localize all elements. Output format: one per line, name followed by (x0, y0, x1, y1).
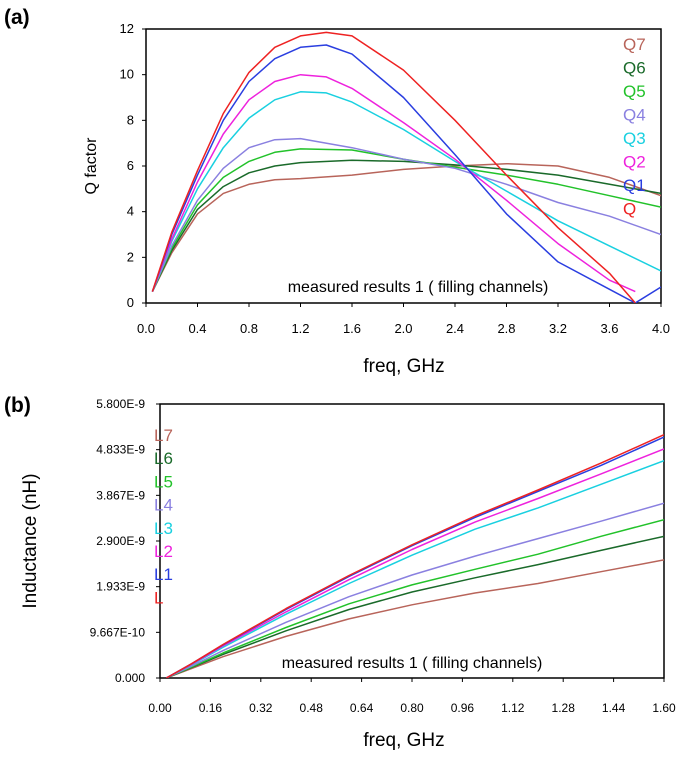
legend-entry-q2: Q2 (623, 153, 646, 172)
series-line-l7 (166, 559, 664, 678)
series-line-q6 (151, 159, 661, 292)
y-tick-label: 8 (127, 112, 134, 127)
x-tick-label: 1.44 (602, 701, 626, 715)
x-tick-label: 1.12 (501, 701, 525, 715)
legend-entry-l7: L7 (154, 426, 173, 445)
series-line-q5 (151, 148, 661, 292)
series-line-l5 (166, 518, 664, 678)
legend-entry-q: Q (623, 200, 636, 219)
series-line-l6 (166, 535, 664, 678)
x-tick-label: 3.6 (600, 321, 618, 336)
chart-panel-0: 0.0 0.4 0.8 1.2 1.6 2.0 2.4 2.8 3.2 3.6 4.0 0 2 4 6 8 10… (4, 6, 670, 377)
y-tick-label: 5.800E-9 (96, 397, 145, 411)
x-tick-label: 2.8 (497, 321, 515, 336)
y-tick-label: 10 (120, 67, 134, 82)
series-group (151, 31, 661, 303)
x-tick-label: 1.2 (291, 321, 309, 336)
x-tick-label: 0.16 (199, 701, 223, 715)
annotation-text: measured results 1 ( filling channels) (282, 655, 543, 672)
x-axis-label: freq, GHz (363, 356, 444, 377)
legend-entry-q5: Q5 (623, 82, 646, 101)
series-line-l2 (165, 448, 664, 678)
legend-entry-l5: L5 (154, 472, 173, 491)
legend-entry-l6: L6 (154, 449, 173, 468)
x-tick-label: 1.60 (652, 701, 676, 715)
series-line-q4 (151, 137, 661, 292)
x-tick-label: 3.2 (549, 321, 567, 336)
y-tick-label: 9.667E-10 (90, 625, 146, 639)
legend-entry-l1: L1 (154, 565, 173, 584)
legend-entry-q4: Q4 (623, 106, 646, 125)
legend-entry-l4: L4 (154, 496, 173, 515)
x-tick-label: 1.28 (552, 701, 576, 715)
legend-entry-q6: Q6 (623, 59, 646, 78)
y-tick-label: 1.933E-9 (96, 580, 145, 594)
x-axis-label: freq, GHz (363, 730, 444, 751)
series-line-q2 (151, 73, 636, 293)
y-axis-label: Inductance (nH) (20, 473, 41, 608)
y-tick-label: 0.000 (115, 671, 145, 685)
legend-entry-l2: L2 (154, 542, 173, 561)
x-tick-label: 0.32 (249, 701, 273, 715)
x-tick-label: 0.4 (188, 321, 206, 336)
legend-entry-l: L (154, 588, 163, 607)
y-tick-label: 3.867E-9 (96, 488, 145, 502)
series-line-q1 (151, 44, 661, 303)
y-tick-label: 2 (127, 249, 134, 264)
panel-label: (b) (4, 394, 31, 417)
x-tick-label: 0.64 (350, 701, 374, 715)
x-tick-label: 1.6 (343, 321, 361, 336)
x-tick-label: 0.48 (300, 701, 324, 715)
x-tick-label: 2.0 (394, 321, 412, 336)
x-tick-label: 0.80 (400, 701, 424, 715)
legend-entry-q1: Q1 (623, 176, 646, 195)
chart-panel-1: 0.00 0.16 0.32 0.48 0.64 0.80 0.96 1.12 1.28 1.44… (4, 394, 676, 751)
x-tick-label: 0.96 (451, 701, 475, 715)
series-line-q7 (151, 162, 661, 292)
y-tick-label: 12 (120, 21, 134, 36)
y-axis-label: Q factor (83, 137, 100, 195)
y-tick-label: 0 (127, 295, 134, 310)
series-line-l4 (165, 502, 664, 678)
series-line-l3 (165, 459, 664, 678)
series-line-q (151, 31, 636, 303)
x-tick-label: 0.00 (148, 701, 172, 715)
y-tick-label: 4 (127, 204, 134, 219)
series-group (165, 434, 664, 678)
panel-label: (a) (4, 6, 30, 29)
legend-entry-q3: Q3 (623, 129, 646, 148)
series-line-l (165, 434, 664, 678)
y-tick-label: 4.833E-9 (96, 443, 145, 457)
y-tick-label: 6 (127, 158, 134, 173)
annotation-text: measured results 1 ( filling channels) (288, 279, 549, 296)
legend-entry-q7: Q7 (623, 35, 646, 54)
x-tick-label: 4.0 (652, 321, 670, 336)
x-tick-label: 2.4 (446, 321, 464, 336)
x-tick-label: 0.0 (137, 321, 155, 336)
x-tick-label: 0.8 (240, 321, 258, 336)
y-tick-label: 2.900E-9 (96, 534, 145, 548)
legend-entry-l3: L3 (154, 519, 173, 538)
